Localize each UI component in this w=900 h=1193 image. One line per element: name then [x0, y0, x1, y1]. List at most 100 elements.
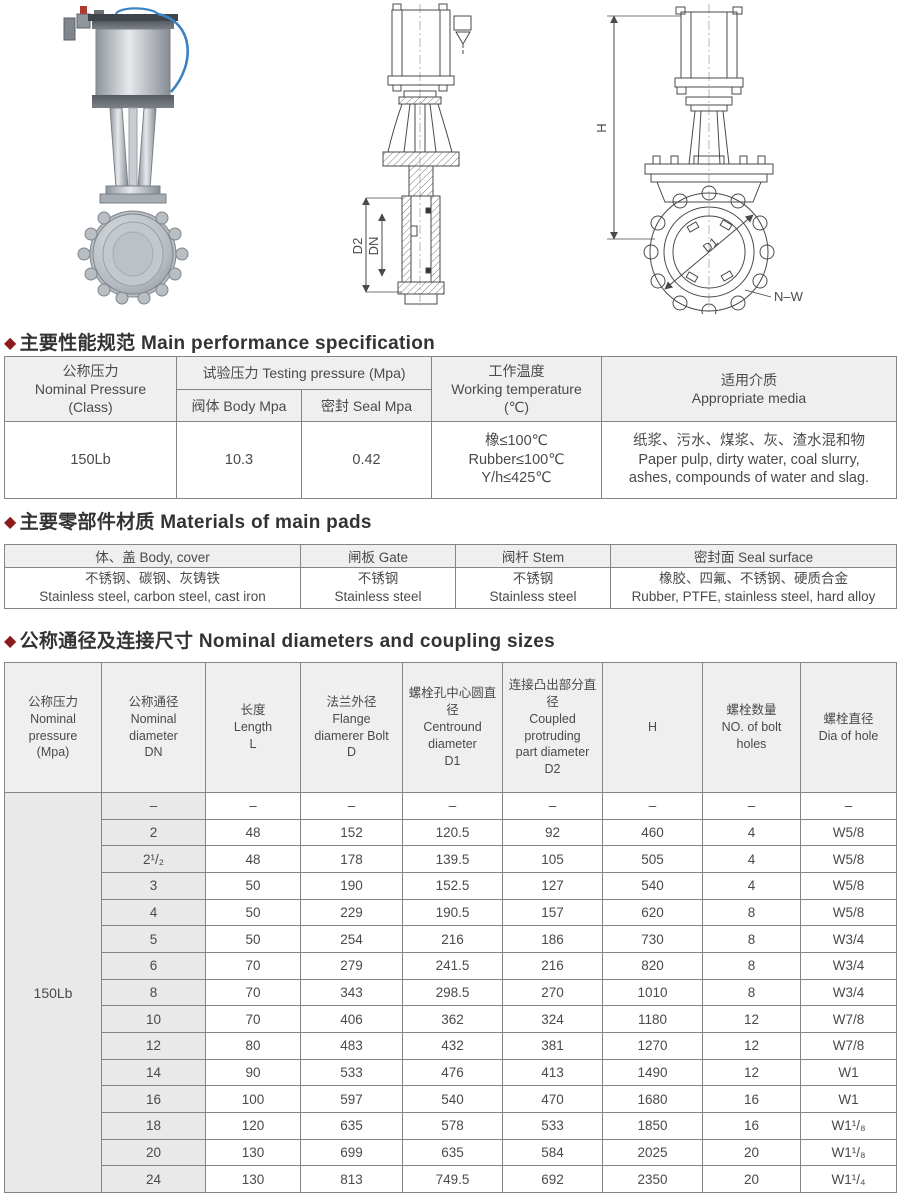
dn-cell: 5: [101, 925, 206, 953]
valve-section-drawing: D2 DN: [352, 3, 472, 306]
dims-cell: W1: [800, 1058, 897, 1087]
dims-cell: W7/8: [800, 1031, 897, 1060]
dims-cell: 50: [205, 925, 301, 953]
dims-cell: 70: [205, 951, 301, 980]
dims-col-header: 连接凸出部分直径 Coupled protruding part diameter D2: [502, 662, 603, 793]
th-seal-surface: 密封面 Seal surface: [610, 544, 897, 568]
dn-cell: 24: [101, 1165, 206, 1193]
dims-cell: W5/8: [800, 898, 897, 927]
dims-cell: 730: [602, 925, 703, 953]
dims-col-header: 公称通径 Nominal diameter DN: [101, 662, 206, 793]
th-seal-mpa: 密封 Seal Mpa: [301, 389, 432, 422]
table-row: 18 120 635 578 533 1850 16 W1¹/₈: [5, 1111, 897, 1140]
dims-cell: 2350: [602, 1165, 703, 1193]
section-title-dimensions: ◆ 公称通径及连接尺寸 Nominal diameters and couplin…: [4, 626, 555, 653]
dims-cell: 381: [502, 1031, 603, 1060]
dims-header-row: 公称压力 Nominal pressure (Mpa) 公称通径 Nominal diame…: [4, 662, 897, 793]
dims-cell: 4: [702, 871, 801, 900]
dims-cell: 505: [602, 845, 703, 873]
dims-cell: 127: [502, 871, 603, 900]
dims-col-header: 法兰外径 Flange diamerer Bolt D: [300, 662, 403, 793]
dims-cell: 1270: [602, 1031, 703, 1060]
table-row: 8 70 343 298.5 270 1010 8 W3/4: [5, 978, 897, 1007]
pressure-class-cell: 150Lb: [4, 792, 102, 1193]
dims-cell: 48: [205, 818, 301, 847]
gate-material-cell: 不锈钢 Stainless steel: [300, 567, 456, 609]
diamond-bullet-icon: ◆: [4, 633, 17, 650]
dims-cell: 813: [300, 1165, 403, 1193]
dims-cell: 90: [205, 1058, 301, 1087]
dims-cell: 70: [205, 1005, 301, 1033]
dims-cell: 270: [502, 978, 603, 1007]
seal-surface-material-cell: 橡胶、四氟、不锈钢、硬质合金 Rubber, PTFE, stainless st…: [610, 567, 897, 609]
dims-cell: 620: [602, 898, 703, 927]
dims-cell: 20: [702, 1165, 801, 1193]
media-cell: 纸浆、污水、煤浆、灰、渣水混和物 Paper pulp, dirty water…: [601, 421, 897, 499]
dims-cell: 12: [702, 1005, 801, 1033]
dims-cell: 533: [502, 1111, 603, 1140]
dims-cell: W5/8: [800, 818, 897, 847]
dims-cell: 186: [502, 925, 603, 953]
dims-cell: 8: [702, 925, 801, 953]
dn-cell: 2¹/₂: [101, 845, 206, 873]
dims-cell: –: [205, 792, 301, 820]
dims-cell: –: [800, 792, 897, 820]
th-body-cover: 体、盖 Body, cover: [4, 544, 301, 568]
dims-cell: W1: [800, 1085, 897, 1113]
dims-cell: 533: [300, 1058, 403, 1087]
section-title-text: 主要零部件材质 Materials of main pads: [19, 512, 372, 533]
dims-cell: 216: [502, 951, 603, 980]
dims-cell: 120.5: [402, 818, 503, 847]
dims-cell: 254: [300, 925, 403, 953]
dims-cell: 229: [300, 898, 403, 927]
dims-cell: 120: [205, 1111, 301, 1140]
dim-d2-label: D2: [352, 238, 365, 255]
dims-cell: 483: [300, 1031, 403, 1060]
dims-cell: 1490: [602, 1058, 703, 1087]
pressure-class-cell: 150Lb: [4, 421, 177, 499]
dn-cell: 16: [101, 1085, 206, 1113]
table-row: 10 70 406 362 324 1180 12 W7/8: [5, 1005, 897, 1033]
dims-cell: 362: [402, 1005, 503, 1033]
dims-cell: 12: [702, 1031, 801, 1060]
table-row: 不锈钢、碳钢、灰铸铁 Stainless steel, carbon steel,…: [4, 567, 897, 609]
dims-cell: 298.5: [402, 978, 503, 1007]
dims-cell: 50: [205, 871, 301, 900]
seal-mpa-cell: 0.42: [301, 421, 432, 499]
dn-cell: 12: [101, 1031, 206, 1060]
th-testing-pressure: 试验压力 Testing pressure (Mpa): [176, 356, 432, 390]
dims-cell: W7/8: [800, 1005, 897, 1033]
dims-cell: W1¹/₄: [800, 1165, 897, 1193]
dims-cell: 749.5: [402, 1165, 503, 1193]
dims-cell: –: [702, 792, 801, 820]
th-appropriate-media: 适用介质 Appropriate media: [601, 356, 897, 422]
dims-col-header: 公称压力 Nominal pressure (Mpa): [4, 662, 102, 793]
table-row: 3 50 190 152.5 127 540 4 W5/8: [5, 871, 897, 900]
dims-cell: 578: [402, 1111, 503, 1140]
dims-cell: 12: [702, 1058, 801, 1087]
dims-cell: 190: [300, 871, 403, 900]
dims-col-header: 螺栓数量 NO. of bolt holes: [702, 662, 801, 793]
dims-cell: 540: [602, 871, 703, 900]
dims-cell: 152.5: [402, 871, 503, 900]
dn-cell: 2: [101, 818, 206, 847]
dim-d1-label: D1: [700, 234, 721, 255]
dims-cell: 540: [402, 1085, 503, 1113]
dims-cell: 190.5: [402, 898, 503, 927]
dims-cell: 406: [300, 1005, 403, 1033]
dims-cell: 343: [300, 978, 403, 1007]
section-title-materials: ◆ 主要零部件材质 Materials of main pads: [4, 507, 372, 534]
materials-table: 体、盖 Body, cover 闸板 Gate 阀杆 Stem 密封面 Seal…: [4, 544, 897, 609]
dn-cell: 20: [101, 1138, 206, 1167]
dims-cell: 692: [502, 1165, 603, 1193]
body-cover-material-cell: 不锈钢、碳钢、灰铸铁 Stainless steel, carbon steel,…: [4, 567, 301, 609]
working-temp-cell: 橡≤100℃ Rubber≤100℃ Y/h≤425℃: [431, 421, 602, 499]
dn-cell: 8: [101, 978, 206, 1007]
dims-cell: 70: [205, 978, 301, 1007]
dims-cell: W3/4: [800, 978, 897, 1007]
dimensions-table: 公称压力 Nominal pressure (Mpa) 公称通径 Nominal diame…: [4, 662, 897, 1193]
dims-cell: 100: [205, 1085, 301, 1113]
valve-photo: [63, 6, 189, 305]
dims-cell: –: [300, 792, 403, 820]
